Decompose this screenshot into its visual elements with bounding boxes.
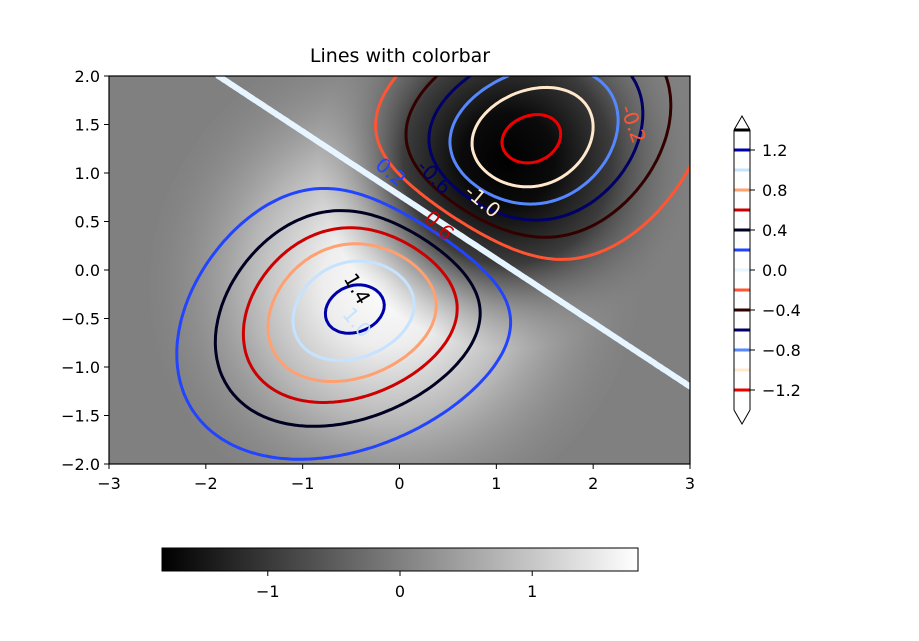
contour-line [241,226,459,404]
y-tick-label: −0.5 [61,310,100,329]
x-tick-label: −3 [97,474,121,493]
contour-line [427,76,645,222]
contour-line [500,113,563,165]
x-tick-label: 0 [394,474,404,493]
x-tick-label: 1 [491,474,501,493]
x-tick-label: −1 [291,474,315,493]
colorbar-tick-label: 1.2 [762,141,787,160]
contour-line [175,187,513,461]
x-axis: −3 −2 −1 0 1 2 3 [97,464,695,493]
colorbar-extend-min [733,409,751,426]
colorbar-tick-label: −0.4 [762,301,801,320]
negative-peak-shading [312,76,690,355]
colorbar-tick-label: 0.8 [762,181,787,200]
plot-area: 1.41.00.60.2-0.2-0.6-1.0 −3 −2 −1 0 1 2 3 2.01… [61,67,695,493]
image-colorbar-gradient [161,547,639,572]
y-tick-label: 0.5 [75,213,100,232]
image-colorbar-tick-label: 1 [527,582,537,601]
x-tick-label: −2 [194,474,218,493]
image-colorbar: −1 0 1 [161,547,639,601]
contour-line [291,259,416,362]
x-tick-label: 2 [588,474,598,493]
contour-line [323,283,386,335]
colorbar-tick-label: 0.4 [762,221,787,240]
y-axis: 2.0 1.5 1.0 0.5 0.0 −0.5 −1.0 −1.5 −2.0 [61,67,109,474]
colorbar-tick-label: −0.8 [762,341,801,360]
y-tick-label: −2.0 [61,455,100,474]
x-tick-label: 3 [685,474,695,493]
contour-line [213,209,482,428]
y-tick-label: 1.5 [75,116,100,135]
colorbar-tick-label: −1.2 [762,381,801,400]
y-tick-label: −1.5 [61,407,100,426]
contour-line [374,76,690,261]
colorbar-extend-max [733,114,751,131]
image-colorbar-tick-label: 0 [395,582,405,601]
image-colorbar-tick-label: −1 [256,582,280,601]
contour-colorbar: 1.2 0.8 0.4 0.0 −0.4 −0.8 −1.2 [733,114,801,426]
contour-lines [175,76,690,461]
y-tick-label: 2.0 [75,67,100,86]
y-tick-label: −1.0 [61,358,100,377]
contour-line [404,76,673,239]
y-tick-label: 1.0 [75,164,100,183]
contour-line [470,85,595,189]
chart-title: Lines with colorbar [310,45,490,67]
contour-line [448,76,620,206]
y-tick-label: 0.0 [75,261,100,280]
colorbar-tick-label: 0.0 [762,261,787,280]
contour-line [266,242,438,383]
